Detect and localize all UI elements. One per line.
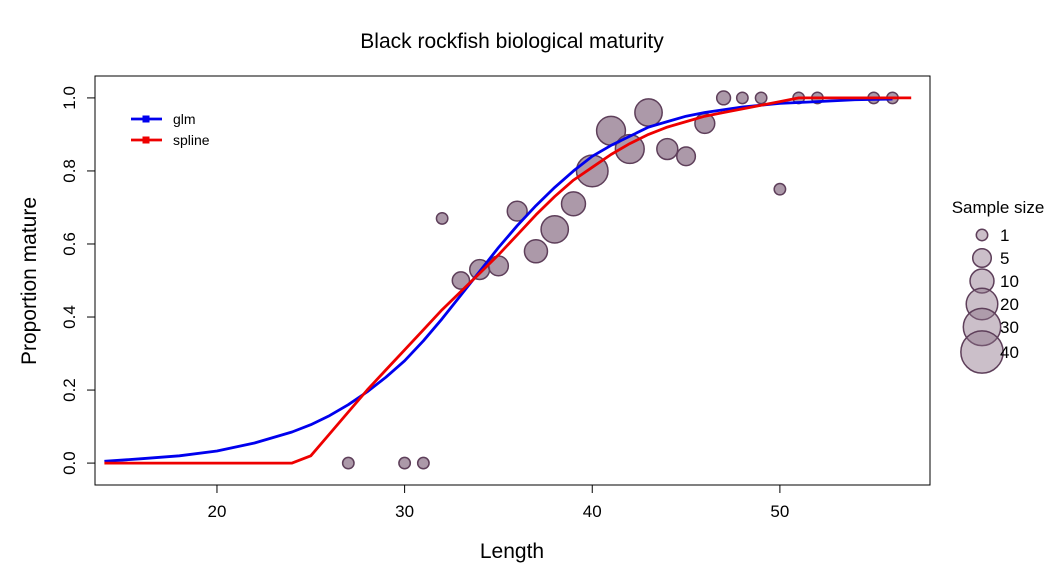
data-point [773,182,787,196]
series-line-glm [104,97,893,463]
data-point [341,456,355,470]
data-point [560,191,587,217]
size-legend-marker [971,247,993,269]
x-tick-label: 40 [583,502,602,521]
fit-lines [104,96,912,465]
data-point [735,91,749,105]
y-tick-label: 0.4 [60,305,79,329]
size-legend-label: 20 [1000,295,1019,314]
y-axis: 0.0 0.2 0.4 0.6 0.8 1.0 [60,86,95,475]
y-tick-label: 0.8 [60,159,79,183]
y-tick-label: 1.0 [60,86,79,110]
legend-label-glm: glm [173,111,196,127]
data-point [435,211,449,225]
data-point [540,214,570,244]
size-legend-marker [962,307,1002,347]
data-point [398,456,412,470]
legend-label-spline: spline [173,132,210,148]
size-legend-label: 10 [1000,272,1019,291]
line-legend: glm spline [131,111,210,148]
data-point [506,200,528,222]
data-point [656,137,679,161]
data-point [754,91,768,105]
y-axis-label: Proportion mature [18,197,41,365]
legend-marker-glm [142,115,150,123]
size-legend-title: Sample size [952,198,1045,217]
data-point [676,146,697,167]
legend-marker-spline [142,136,150,144]
data-point [614,133,645,165]
data-point [715,90,732,106]
size-legend-label: 30 [1000,318,1019,337]
x-axis: 20 30 40 50 [208,485,789,521]
data-point [634,98,663,127]
x-tick-label: 50 [770,502,789,521]
x-axis-label: Length [480,540,544,563]
data-point [523,239,549,264]
size-legend-marker [960,330,1004,374]
x-tick-label: 30 [395,502,414,521]
sample-size-legend: Sample size 1 5 10 20 30 40 [952,198,1045,374]
plot-frame [94,75,931,486]
size-legend-label: 5 [1000,249,1009,268]
data-point [451,271,471,290]
size-legend-label: 1 [1000,226,1009,245]
size-legend-label: 40 [1000,343,1019,362]
sample-points [341,90,899,470]
chart-title: Black rockfish biological maturity [360,30,664,53]
size-legend-marker [969,268,995,294]
size-legend-marker [965,287,999,321]
y-tick-label: 0.6 [60,232,79,256]
data-point [416,456,430,470]
x-tick-label: 20 [208,502,227,521]
data-point [487,255,510,277]
series-line-spline [104,96,912,465]
y-tick-label: 0.0 [60,451,79,475]
size-legend-marker [975,228,989,242]
y-tick-label: 0.2 [60,378,79,402]
